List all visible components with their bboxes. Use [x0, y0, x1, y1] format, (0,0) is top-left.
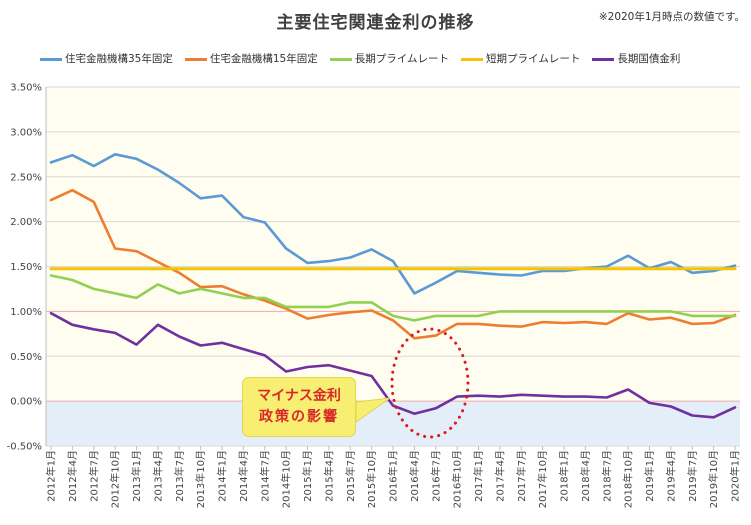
x-tick-label: 2018年4月: [579, 450, 592, 502]
legend-label: 長期プライムレート: [354, 53, 450, 65]
x-tick-label: 2015年7月: [344, 450, 357, 502]
x-tick-label: 2017年7月: [515, 450, 528, 502]
legend-item-long_prime: 長期プライムレート: [329, 51, 450, 66]
x-tick-label: 2015年1月: [301, 450, 314, 502]
callout-line-2: 政策の影響: [259, 409, 339, 425]
x-tick-label: 2016年10月: [451, 450, 464, 508]
y-tick-label: 1.00%: [10, 307, 42, 318]
legend-swatch: [40, 57, 62, 61]
x-tick-label: 2012年4月: [66, 450, 79, 502]
x-tick-label: 2017年10月: [536, 450, 549, 508]
x-tick-label: 2016年4月: [408, 450, 421, 502]
legend-item-flat35: 住宅金融機構35年固定: [40, 51, 173, 66]
y-tick-label: -0.50%: [7, 442, 42, 453]
x-tick-label: 2014年1月: [216, 450, 229, 502]
x-tick-label: 2019年1月: [643, 450, 656, 502]
legend-item-flat15: 住宅金融機構15年固定: [184, 51, 318, 66]
y-tick-label: 3.50%: [10, 83, 42, 94]
x-tick-label: 2016年7月: [429, 450, 442, 502]
x-tick-label: 2012年10月: [109, 450, 122, 508]
legend: 住宅金融機構35年固定 住宅金融機構15年固定 長期プライムレート 短期プライムレート…: [40, 51, 692, 66]
x-tick-label: 2014年4月: [237, 450, 250, 502]
legend-label: 住宅金融機構35年固定: [65, 53, 173, 65]
x-tick-label: 2015年10月: [365, 450, 378, 508]
x-tick-label: 2019年7月: [686, 450, 699, 502]
x-tick-label: 2019年4月: [664, 450, 677, 502]
plot-background: [46, 87, 740, 446]
y-axis-ticks: -0.50% 0.00% 0.50% 1.00% 1.50% 2.00% 2.50% 3.00…: [7, 83, 42, 453]
legend-swatch: [592, 57, 615, 61]
positive-region: [46, 87, 740, 402]
x-tick-label: 2020年1月: [729, 450, 742, 502]
legend-label: 長期国債金利: [617, 53, 681, 65]
legend-swatch: [461, 57, 484, 61]
callout-pointer: [355, 397, 391, 423]
negative-region: [46, 401, 740, 446]
series-line-flat35: [49, 153, 737, 295]
series-lines: [49, 153, 737, 419]
y-tick-label: 1.50%: [10, 262, 42, 273]
highlight-circle: [390, 327, 470, 439]
callout-line-1: マイナス金利: [257, 388, 341, 404]
negative-rate-callout: マイナス金利 政策の影響: [242, 377, 356, 437]
y-tick-label: 3.00%: [10, 127, 42, 138]
x-tick-label: 2017年1月: [472, 450, 485, 502]
x-tick-label: 2012年7月: [87, 450, 100, 502]
y-tick-label: 0.00%: [10, 397, 42, 408]
x-tick-label: 2016年1月: [387, 450, 400, 502]
x-tick-label: 2012年1月: [45, 450, 58, 502]
x-tick-label: 2013年1月: [130, 450, 143, 502]
x-tick-label: 2017年4月: [493, 450, 506, 502]
legend-label: 短期プライムレート: [486, 53, 581, 65]
series-line-jgb: [49, 311, 737, 419]
series-line-flat15: [49, 188, 737, 340]
y-tick-label: 2.50%: [10, 172, 42, 183]
legend-label: 住宅金融機構15年固定: [209, 53, 318, 65]
x-tick-label: 2014年10月: [280, 450, 293, 508]
x-axis-ticks: 2012年1月 2012年4月 2012年7月 2012年10月 2013年1月 2013…: [45, 446, 742, 508]
data-date-note: ※2020年1月時点の数値です。: [598, 11, 745, 23]
x-tick-label: 2019年10月: [707, 450, 720, 508]
x-tick-label: 2015年4月: [322, 450, 335, 502]
annotation-layer: [355, 327, 470, 439]
legend-item-jgb: 長期国債金利: [592, 51, 680, 66]
legend-swatch: [329, 57, 352, 61]
x-tick-label: 2013年10月: [194, 450, 207, 508]
y-tick-label: 0.50%: [10, 352, 42, 363]
x-tick-label: 2013年7月: [173, 450, 186, 502]
legend-swatch: [184, 57, 207, 61]
series-line-long_prime: [49, 274, 737, 322]
x-tick-label: 2013年4月: [151, 450, 164, 502]
x-tick-label: 2018年7月: [600, 450, 613, 502]
x-tick-label: 2014年7月: [258, 450, 271, 502]
y-tick-label: 2.00%: [10, 217, 42, 228]
x-tick-label: 2018年1月: [558, 450, 571, 502]
chart-title: 主要住宅関連金利の推移: [276, 13, 475, 33]
legend-item-short_prime: 短期プライムレート: [461, 51, 580, 66]
x-tick-label: 2018年10月: [622, 450, 635, 508]
